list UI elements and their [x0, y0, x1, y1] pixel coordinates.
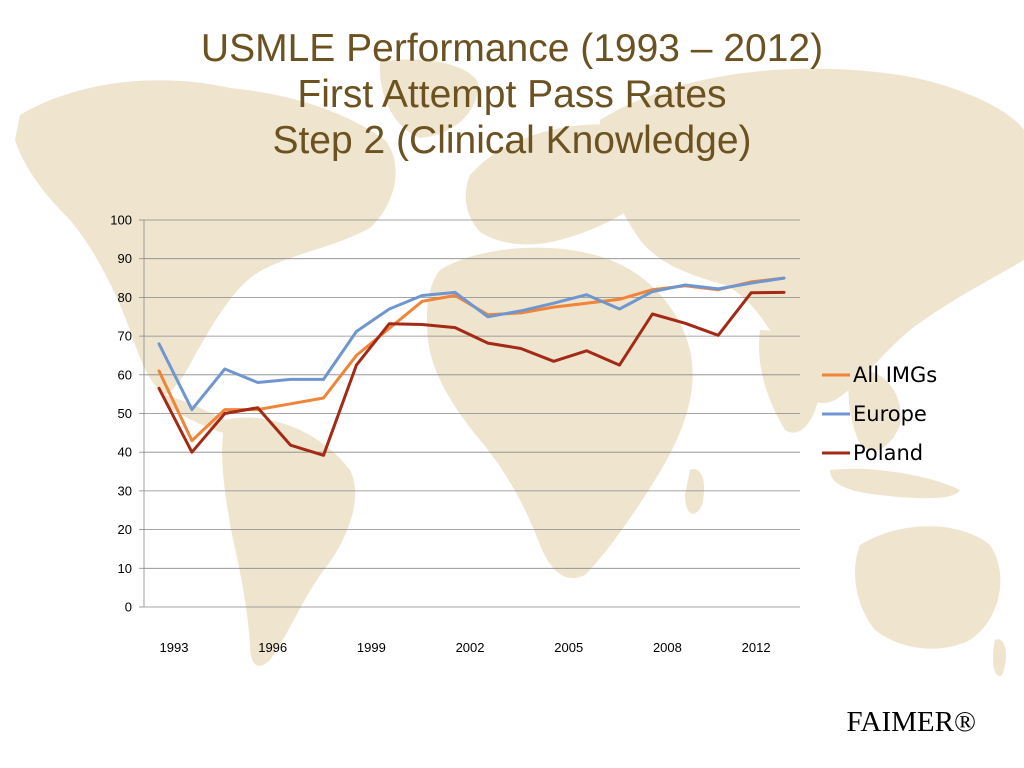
y-tick-label-40: 40: [118, 445, 132, 460]
y-tick-label-0: 0: [125, 600, 132, 615]
x-tick-label-2005: 2005: [554, 640, 583, 655]
map-australia: [855, 526, 1001, 649]
x-tick-label-1993: 1993: [160, 640, 189, 655]
legend-label-europe: Europe: [853, 402, 927, 426]
y-tick-label-80: 80: [118, 290, 132, 305]
map-south-asia: [759, 330, 820, 433]
series-line-europe: [157, 276, 786, 412]
x-tick-label-1999: 1999: [357, 640, 386, 655]
map-madagascar: [685, 469, 705, 514]
grid-lines: [139, 219, 800, 608]
y-tick-label-70: 70: [118, 329, 132, 344]
x-axis-tick-labels: 1993 1996 1999 2002 2005 2008 2012: [160, 640, 771, 655]
legend: All IMGs Europe Poland: [822, 363, 937, 465]
y-tick-label-50: 50: [118, 406, 132, 421]
legend-label-all-imgs: All IMGs: [853, 363, 937, 387]
y-tick-label-20: 20: [118, 522, 132, 537]
map-new-zealand: [992, 639, 1006, 676]
x-tick-label-1996: 1996: [258, 640, 287, 655]
y-tick-label-30: 30: [118, 483, 132, 498]
map-indochina: [848, 369, 901, 451]
title-line-1: USMLE Performance (1993 – 2012): [200, 27, 824, 70]
y-tick-label-60: 60: [118, 367, 132, 382]
map-japan: [949, 214, 970, 269]
series-line-all-imgs: [157, 276, 786, 443]
map-indonesia: [830, 468, 960, 499]
x-tick-label-2012: 2012: [742, 640, 771, 655]
legend-label-poland: Poland: [853, 441, 923, 465]
y-tick-label-10: 10: [118, 561, 132, 576]
title-line-3: Step 2 (Clinical Knowledge): [272, 119, 752, 162]
series-line-poland: [157, 290, 786, 457]
faimer-footer: FAIMER®: [846, 706, 976, 738]
map-south-america: [222, 417, 356, 666]
map-north-america: [15, 80, 396, 396]
series-lines: [157, 276, 786, 457]
title-line-2: First Attempt Pass Rates: [297, 73, 727, 116]
x-tick-label-2008: 2008: [653, 640, 682, 655]
y-tick-label-100: 100: [110, 213, 132, 228]
y-axis-tick-labels: 0 10 20 30 40 50 60 70 80 90 100: [110, 213, 132, 615]
map-asia: [600, 68, 1024, 404]
chart-title: USMLE Performance (1993 – 2012) First At…: [0, 26, 1024, 164]
x-tick-label-2002: 2002: [456, 640, 485, 655]
map-africa: [426, 247, 693, 579]
y-tick-label-90: 90: [118, 251, 132, 266]
map-greenland: [379, 59, 479, 138]
